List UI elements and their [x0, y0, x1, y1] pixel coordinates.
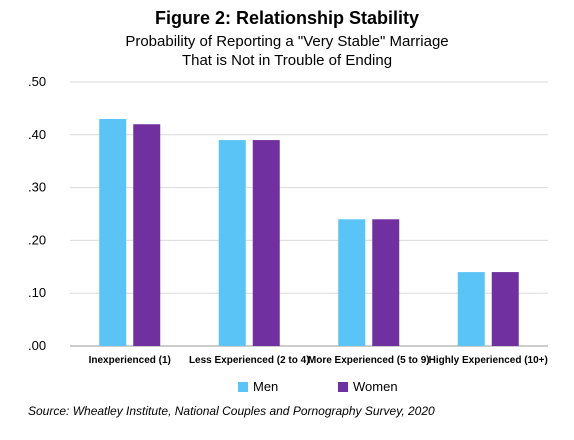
x-tick-label: Highly Experienced (10+): [429, 355, 548, 366]
legend-label: Women: [353, 379, 398, 394]
bar-men: [99, 118, 127, 347]
x-tick-label: Inexperienced (1): [89, 355, 171, 366]
legend-swatch: [238, 382, 248, 392]
bar-women: [372, 219, 400, 346]
chart-subtitle: Probability of Reporting a "Very Stable"…: [0, 32, 574, 70]
bar-women: [133, 124, 161, 347]
y-tick-label: .40: [28, 127, 46, 142]
y-tick-label: .30: [28, 180, 46, 195]
legend-label: Men: [253, 379, 278, 394]
bar-women: [252, 140, 280, 346]
y-tick-label: .20: [28, 232, 46, 247]
bar-women: [491, 272, 519, 346]
bar-men: [338, 219, 366, 346]
y-tick-label: .00: [28, 338, 46, 353]
bar-men: [218, 140, 246, 346]
x-tick-label: Less Experienced (2 to 4): [189, 355, 310, 366]
bar-men: [457, 272, 485, 346]
legend-swatch: [338, 382, 348, 392]
chart-subtitle-line-2: That is Not in Trouble of Ending: [181, 52, 393, 69]
chart-subtitle-line-1: Probability of Reporting a "Very Stable"…: [125, 33, 449, 50]
x-tick-label: More Experienced (5 to 9): [308, 355, 430, 366]
y-tick-label: .10: [28, 285, 46, 300]
source-note: Source: Wheatley Institute, National Cou…: [28, 404, 435, 418]
y-tick-label: .50: [28, 74, 46, 89]
chart-title: Figure 2: Relationship Stability: [154, 8, 420, 28]
